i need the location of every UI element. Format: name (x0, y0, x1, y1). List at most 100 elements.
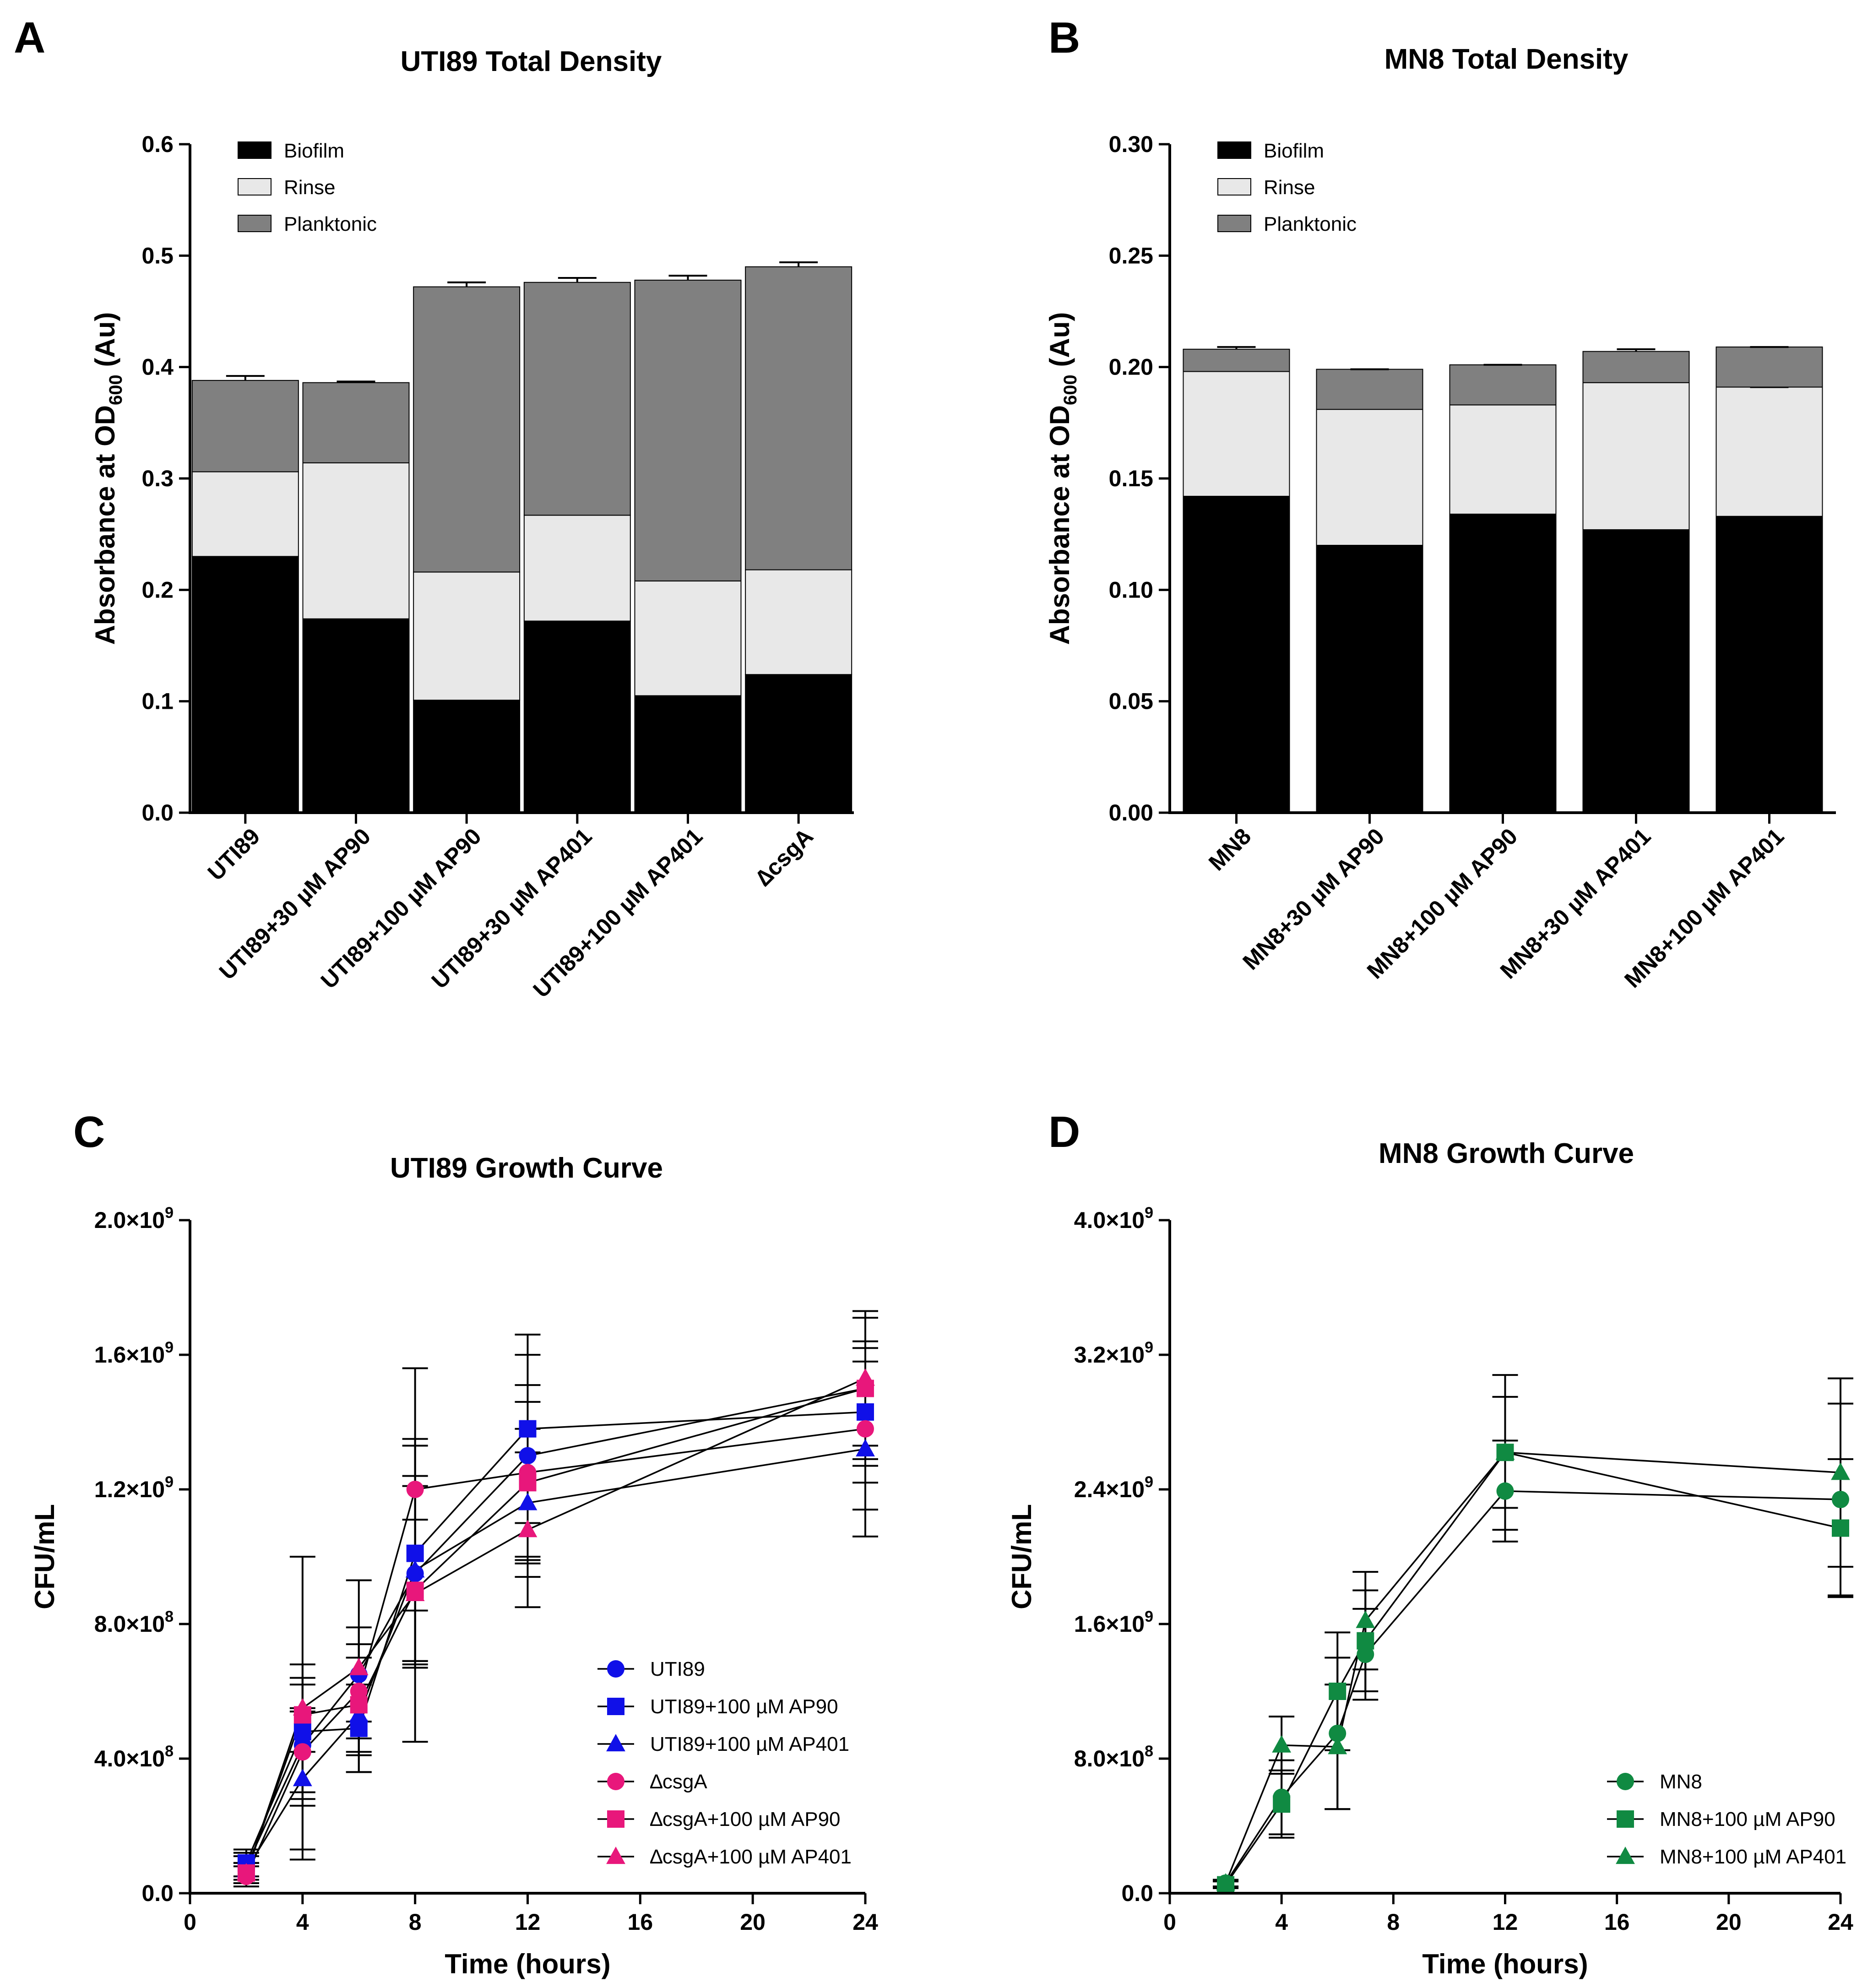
point-csga (350, 1683, 368, 1700)
bar-biofilm (1183, 495, 1290, 813)
y-tick-label: 1.2×109 (94, 1473, 174, 1502)
point-mn8-100-m-ap401 (1495, 1442, 1515, 1460)
point-mn8 (1329, 1724, 1346, 1742)
point-mn8 (1832, 1491, 1849, 1509)
x-tick-label: 0 (1163, 1909, 1176, 1935)
y-tick-label: 1.6×109 (1074, 1608, 1153, 1637)
point-csga-100-m-ap401 (856, 1368, 875, 1386)
legend-label: Rinse (284, 176, 336, 199)
y-tick-label: 0.5 (141, 243, 174, 268)
x-tick-label: 16 (1604, 1909, 1630, 1935)
point-csga (293, 1743, 311, 1761)
legend-swatch-rinse (1217, 178, 1251, 196)
x-tick-label: 12 (515, 1909, 541, 1935)
chart-title: UTI89 Growth Curve (390, 1152, 663, 1184)
legend-marker-uti89-100-m-ap90 (607, 1698, 624, 1715)
bar-rinse (302, 462, 410, 619)
panel-letter-b: B (1048, 13, 1080, 62)
legend-marker-uti89-100-m-ap401 (606, 1734, 625, 1752)
point-mn8-100-m-ap401 (1831, 1462, 1850, 1480)
y-tick-label: 2.4×109 (1074, 1473, 1153, 1502)
point-uti89-100-m-ap90 (857, 1403, 874, 1421)
point-mn8-100-m-ap401 (1328, 1737, 1347, 1754)
series-line-csga-100-m-ap401 (245, 1377, 866, 1874)
legend-swatch-biofilm (1217, 141, 1251, 159)
legend-marker-mn8-100-m-ap401 (1616, 1847, 1635, 1864)
legend-marker-csga (607, 1773, 624, 1790)
y-tick-label: 0.0 (141, 1880, 174, 1906)
bar-biofilm (1449, 513, 1557, 814)
point-mn8-100-m-ap90 (1832, 1519, 1849, 1537)
legend-label: MN8+100 µM AP401 (1660, 1846, 1846, 1868)
bar-rinse (1449, 404, 1557, 515)
bar-biofilm (634, 695, 742, 813)
y-tick-label: 0.0 (1121, 1880, 1153, 1906)
bar-biofilm (523, 620, 631, 813)
bar-biofilm (413, 700, 521, 813)
y-tick-label: 0.6 (141, 131, 174, 157)
chart-title: UTI89 Total Density (401, 46, 662, 77)
bar-planktonic (1449, 364, 1557, 406)
point-csga-100-m-ap401 (237, 1863, 256, 1881)
series-line-uti89-100-m-ap401 (245, 1448, 866, 1870)
y-tick-label: 0.4 (141, 354, 174, 380)
y-tick-label: 0.1 (141, 689, 174, 714)
y-tick-label: 8.0×108 (94, 1608, 174, 1637)
bar-biofilm (1316, 545, 1423, 813)
legend-swatch-rinse (238, 178, 271, 196)
bar-rinse (745, 569, 852, 675)
legend-marker-csga-100-m-ap401 (606, 1847, 625, 1864)
chart-c: UTI89 Growth Curve CFU/mL Time (hours) 0.0 4… (29, 1152, 878, 1979)
legend-label: MN8+100 µM AP90 (1660, 1808, 1835, 1830)
point-mn8-100-m-ap90 (1357, 1632, 1374, 1650)
y-axis-title: Absorbance at OD600 (Au) (1044, 312, 1080, 645)
point-uti89-100-m-ap90 (293, 1723, 311, 1741)
panel-letter-d: D (1048, 1108, 1080, 1157)
y-tick-label: 4.0×108 (94, 1743, 174, 1771)
point-csga-100-m-ap90 (519, 1474, 537, 1492)
y-tick-label: 0.0 (141, 800, 174, 826)
point-mn8-100-m-ap90 (1273, 1795, 1291, 1813)
point-uti89 (519, 1447, 537, 1465)
chart-title: MN8 Total Density (1384, 43, 1629, 75)
point-mn8-100-m-ap401 (1356, 1610, 1375, 1628)
bar-rinse (1582, 382, 1690, 530)
bar-planktonic (745, 266, 852, 570)
legend-marker-csga-100-m-ap90 (607, 1810, 624, 1828)
legend-label: UTI89+100 µM AP90 (650, 1695, 838, 1718)
x-tick-label: 4 (296, 1909, 309, 1935)
point-mn8 (1496, 1482, 1514, 1500)
x-tick-label: 20 (740, 1909, 765, 1935)
point-csga-100-m-ap401 (405, 1584, 425, 1601)
bar-biofilm (745, 674, 852, 814)
series-line-uti89 (245, 1387, 866, 1867)
point-mn8 (1357, 1646, 1374, 1663)
legend-marker-mn8 (1617, 1773, 1634, 1790)
bar-planktonic (191, 380, 299, 473)
y-tick-label: 8.0×108 (1074, 1743, 1153, 1771)
bar-planktonic (1183, 348, 1290, 372)
panel-letter-a: A (14, 13, 45, 62)
series-line-csga (245, 1428, 866, 1877)
bar-rinse (523, 515, 631, 622)
bar-planktonic (1582, 351, 1690, 383)
y-tick-label: 0.05 (1109, 689, 1153, 714)
legend-label: Planktonic (1264, 213, 1357, 235)
point-uti89-100-m-ap401 (349, 1705, 369, 1722)
y-axis-title: Absorbance at OD600 (Au) (90, 312, 126, 645)
y-tick-label: 0.20 (1109, 354, 1153, 380)
bar-biofilm (191, 556, 299, 814)
point-uti89-100-m-ap90 (519, 1420, 537, 1438)
legend-label: ∆csgA (650, 1771, 707, 1793)
chart-d: MN8 Growth Curve CFU/mL Time (hours) 0.0 8.0… (1006, 1138, 1853, 1979)
point-mn8-100-m-ap90 (1329, 1683, 1346, 1700)
chart-a: UTI89 Total Density Absorbance at OD600 (… (90, 46, 854, 1003)
point-uti89-100-m-ap401 (405, 1560, 425, 1578)
point-uti89-100-m-ap401 (293, 1769, 312, 1787)
bar-rinse (1183, 371, 1290, 497)
bar-planktonic (634, 279, 742, 581)
x-axis-title: Time (hours) (445, 1949, 610, 1979)
y-tick-label: 0.15 (1109, 466, 1153, 491)
